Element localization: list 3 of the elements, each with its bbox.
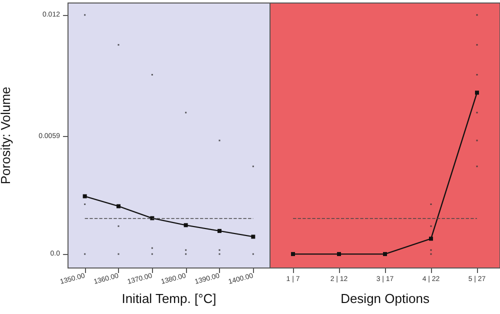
y-axis-title: Porosity: Volume — [0, 86, 13, 184]
x-axis-title: Initial Temp. [°C] — [122, 291, 216, 306]
x-axis-title: Design Options — [340, 291, 430, 306]
